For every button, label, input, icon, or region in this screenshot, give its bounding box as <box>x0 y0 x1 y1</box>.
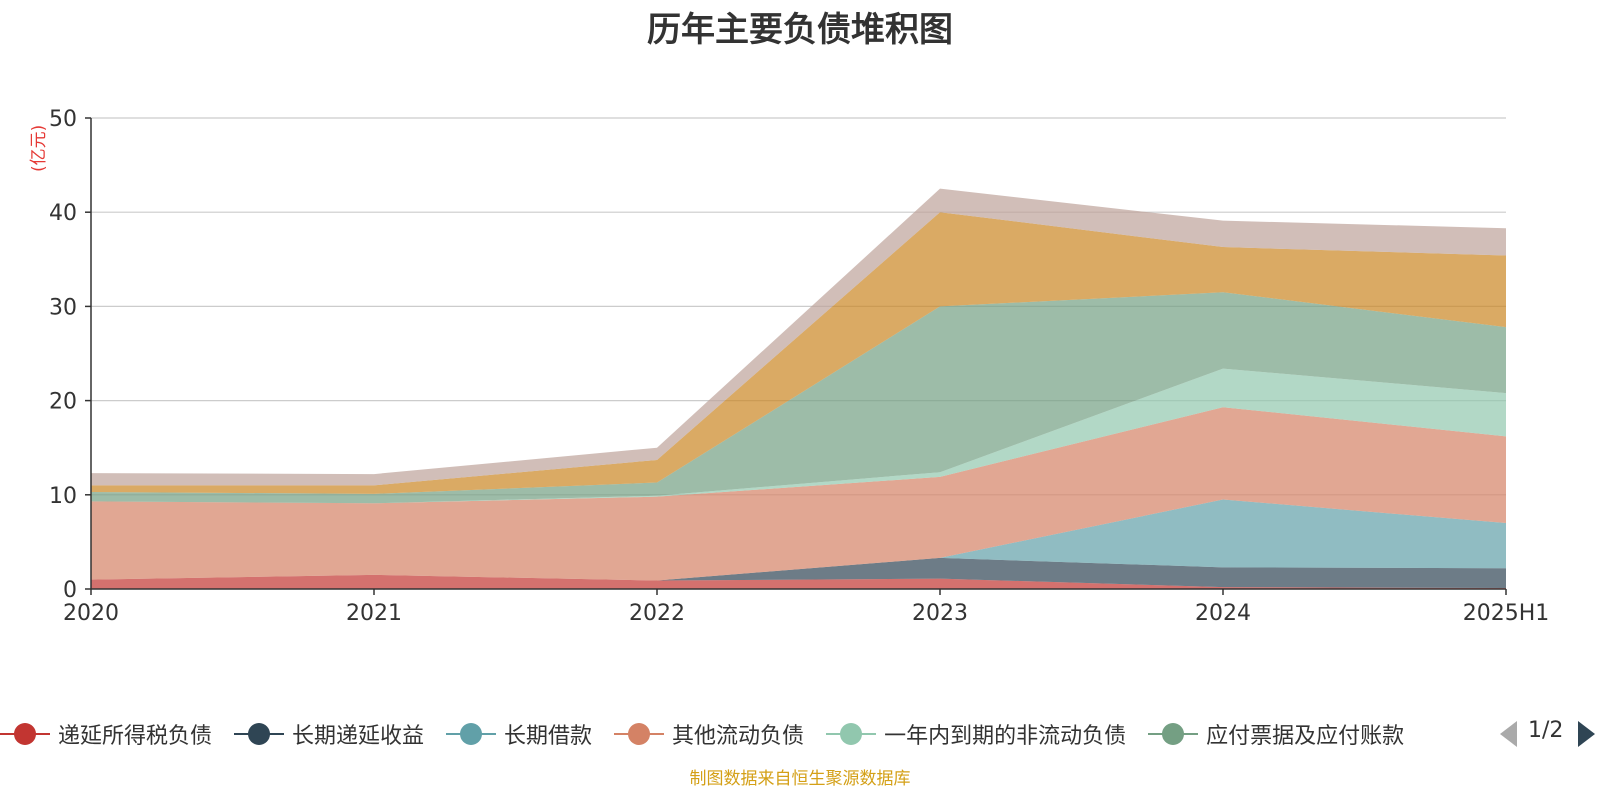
legend-marker-icon <box>0 720 50 748</box>
legend-label: 应付票据及应付账款 <box>1206 724 1405 749</box>
legend-marker-icon <box>234 720 285 748</box>
x-tick-label: 2022 <box>629 601 685 626</box>
legend-label: 一年内到期的非流动负债 <box>884 724 1127 749</box>
y-tick-label: 0 <box>63 578 77 603</box>
legend-item[interactable]: 其他流动负债 <box>614 714 804 754</box>
legend-items: 递延所得税负债 长期递延收益 长期借款 其他流动负债 一年内到期的非流动负债 应付票据及应… <box>0 714 1480 754</box>
legend-page-indicator: 1/2 <box>1528 718 1564 743</box>
area-series-7 <box>91 212 1506 494</box>
axes: 0 10 20 30 40 50 2020 2021 2022 2023 2024 2025H1 <box>49 107 1549 626</box>
legend-item[interactable]: 应付票据及应付账款 <box>1148 714 1404 754</box>
area-series-4 <box>91 407 1506 581</box>
y-tick-label: 40 <box>49 201 77 226</box>
area-series-2 <box>91 557 1506 589</box>
legend-next-page-icon[interactable] <box>1578 721 1595 747</box>
legend-item[interactable]: 长期递延收益 <box>234 714 424 754</box>
area-series <box>91 188 1506 589</box>
area-series-1 <box>91 574 1506 589</box>
area-series-5 <box>91 368 1506 504</box>
x-tick-label: 2025H1 <box>1463 601 1550 626</box>
x-tick-label: 2024 <box>1195 601 1251 626</box>
legend-label: 长期递延收益 <box>292 724 425 749</box>
legend-marker-icon <box>826 720 877 748</box>
area-series-6 <box>91 292 1506 504</box>
legend-label: 递延所得税负债 <box>58 724 213 749</box>
legend-marker-icon <box>614 720 665 748</box>
legend-item[interactable]: 长期借款 <box>446 714 592 754</box>
legend-pager: 1/2 <box>1498 714 1600 754</box>
legend-marker-icon <box>1148 720 1199 748</box>
area-series-3 <box>91 499 1506 581</box>
legend: 递延所得税负债 长期递延收益 长期借款 其他流动负债 一年内到期的非流动负债 应付票据及应… <box>0 714 1600 754</box>
y-tick-label: 20 <box>49 390 77 415</box>
legend-label: 其他流动负债 <box>672 724 805 749</box>
y-tick-label: 30 <box>49 295 77 320</box>
legend-label: 长期借款 <box>504 724 593 749</box>
x-tick-label: 2020 <box>63 601 119 626</box>
legend-marker-icon <box>446 720 497 748</box>
x-tick-label: 2021 <box>346 601 402 626</box>
legend-prev-page-icon[interactable] <box>1500 721 1517 747</box>
stacked-area-chart: 0 10 20 30 40 50 2020 2021 2022 2023 2024 2025H1 <box>49 107 1549 626</box>
y-tick-label: 10 <box>49 484 77 509</box>
x-tick-label: 2023 <box>912 601 968 626</box>
y-tick-label: 50 <box>49 107 77 132</box>
chart-title: 历年主要负债堆积图 <box>647 10 953 50</box>
data-source-note: 制图数据来自恒生聚源数据库 <box>689 769 911 789</box>
legend-item[interactable]: 递延所得税负债 <box>0 714 212 754</box>
legend-item[interactable]: 一年内到期的非流动负债 <box>826 714 1126 754</box>
